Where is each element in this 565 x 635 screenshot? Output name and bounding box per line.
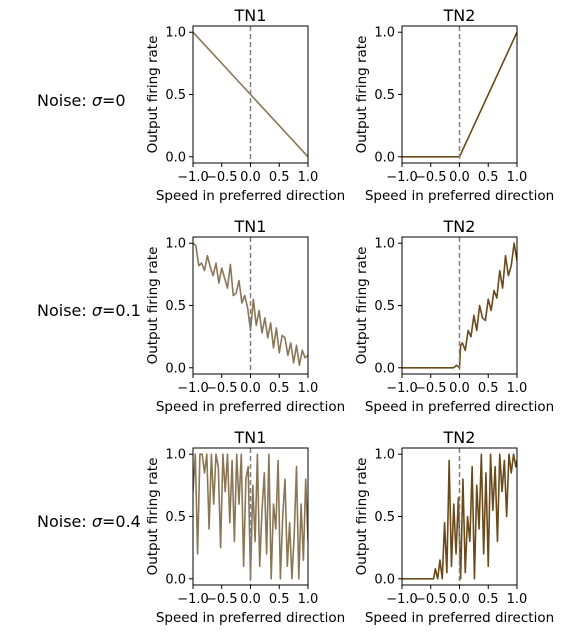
panel-title: TN1 (234, 6, 267, 25)
y-axis-label: Output firing rate (145, 458, 161, 576)
x-tick-label: 0.0 (240, 170, 261, 185)
series-line-1 (193, 242, 308, 367)
y-tick-label: 0.0 (374, 150, 395, 165)
x-axis-label: Speed in preferred direction (365, 610, 554, 626)
x-tick-label: −1.0 (386, 381, 418, 396)
x-axis-label: Speed in preferred direction (156, 399, 345, 415)
x-tick-label: 0.0 (449, 170, 470, 185)
x-tick-label: −1.0 (177, 170, 209, 185)
x-tick-label: 0.0 (449, 381, 470, 396)
x-tick-label: −0.5 (415, 170, 447, 185)
x-tick-label: −0.5 (206, 170, 238, 185)
x-tick-label: 0.5 (478, 592, 499, 607)
y-tick-label: 0.0 (165, 150, 186, 165)
x-axis-label: Speed in preferred direction (365, 399, 554, 415)
y-tick-label: 0.0 (374, 361, 395, 376)
x-tick-label: −0.5 (206, 592, 238, 607)
x-tick-label: 0.5 (269, 381, 290, 396)
y-axis-label: Output firing rate (354, 247, 370, 365)
y-tick-label: 0.0 (165, 572, 186, 587)
row-label-noise-0.4: Noise: σ=0.4 (37, 512, 141, 531)
y-tick-label: 0.0 (165, 361, 186, 376)
y-tick-label: 0.5 (374, 510, 395, 525)
panel-title: TN1 (234, 217, 267, 236)
y-tick-label: 0.5 (165, 88, 186, 103)
x-tick-label: 0.0 (449, 592, 470, 607)
y-tick-label: 1.0 (374, 26, 395, 41)
panel-title: TN2 (443, 217, 476, 236)
x-tick-label: 1.0 (298, 381, 319, 396)
y-tick-label: 0.5 (165, 299, 186, 314)
x-tick-label: −1.0 (177, 381, 209, 396)
y-tick-label: 0.0 (374, 572, 395, 587)
x-axis-label: Speed in preferred direction (156, 188, 345, 204)
x-tick-label: 1.0 (507, 592, 528, 607)
panel-title: TN2 (443, 428, 476, 447)
series-line-1 (402, 453, 517, 580)
x-tick-label: 1.0 (507, 170, 528, 185)
y-tick-label: 0.5 (165, 510, 186, 525)
y-axis-label: Output firing rate (145, 247, 161, 365)
y-axis-label: Output firing rate (354, 36, 370, 154)
x-tick-label: −0.5 (415, 592, 447, 607)
y-tick-label: 1.0 (165, 448, 186, 463)
x-tick-label: −1.0 (177, 592, 209, 607)
x-tick-label: 0.0 (240, 381, 261, 396)
y-axis-label: Output firing rate (354, 458, 370, 576)
x-tick-label: −1.0 (386, 592, 418, 607)
x-tick-label: 0.5 (269, 592, 290, 607)
y-tick-label: 0.5 (374, 299, 395, 314)
y-tick-label: 1.0 (374, 448, 395, 463)
x-tick-label: −0.5 (206, 381, 238, 396)
row-label-noise-0: Noise: σ=0 (37, 91, 126, 110)
x-tick-label: 1.0 (298, 170, 319, 185)
panel-title: TN1 (234, 428, 267, 447)
x-tick-label: 1.0 (298, 592, 319, 607)
row-label-noise-0.1: Noise: σ=0.1 (37, 301, 141, 320)
x-tick-label: 0.5 (478, 170, 499, 185)
x-axis-label: Speed in preferred direction (365, 188, 554, 204)
y-tick-label: 1.0 (165, 26, 186, 41)
y-tick-label: 1.0 (165, 237, 186, 252)
x-tick-label: 0.5 (269, 170, 290, 185)
y-tick-label: 1.0 (374, 237, 395, 252)
x-tick-label: 1.0 (507, 381, 528, 396)
y-tick-label: 0.5 (374, 88, 395, 103)
series-line-1 (402, 242, 517, 369)
x-tick-label: 0.5 (478, 381, 499, 396)
x-tick-label: −1.0 (386, 170, 418, 185)
panel-title: TN2 (443, 6, 476, 25)
x-tick-label: −0.5 (415, 381, 447, 396)
x-axis-label: Speed in preferred direction (156, 610, 345, 626)
x-tick-label: 0.0 (240, 592, 261, 607)
y-axis-label: Output firing rate (145, 36, 161, 154)
